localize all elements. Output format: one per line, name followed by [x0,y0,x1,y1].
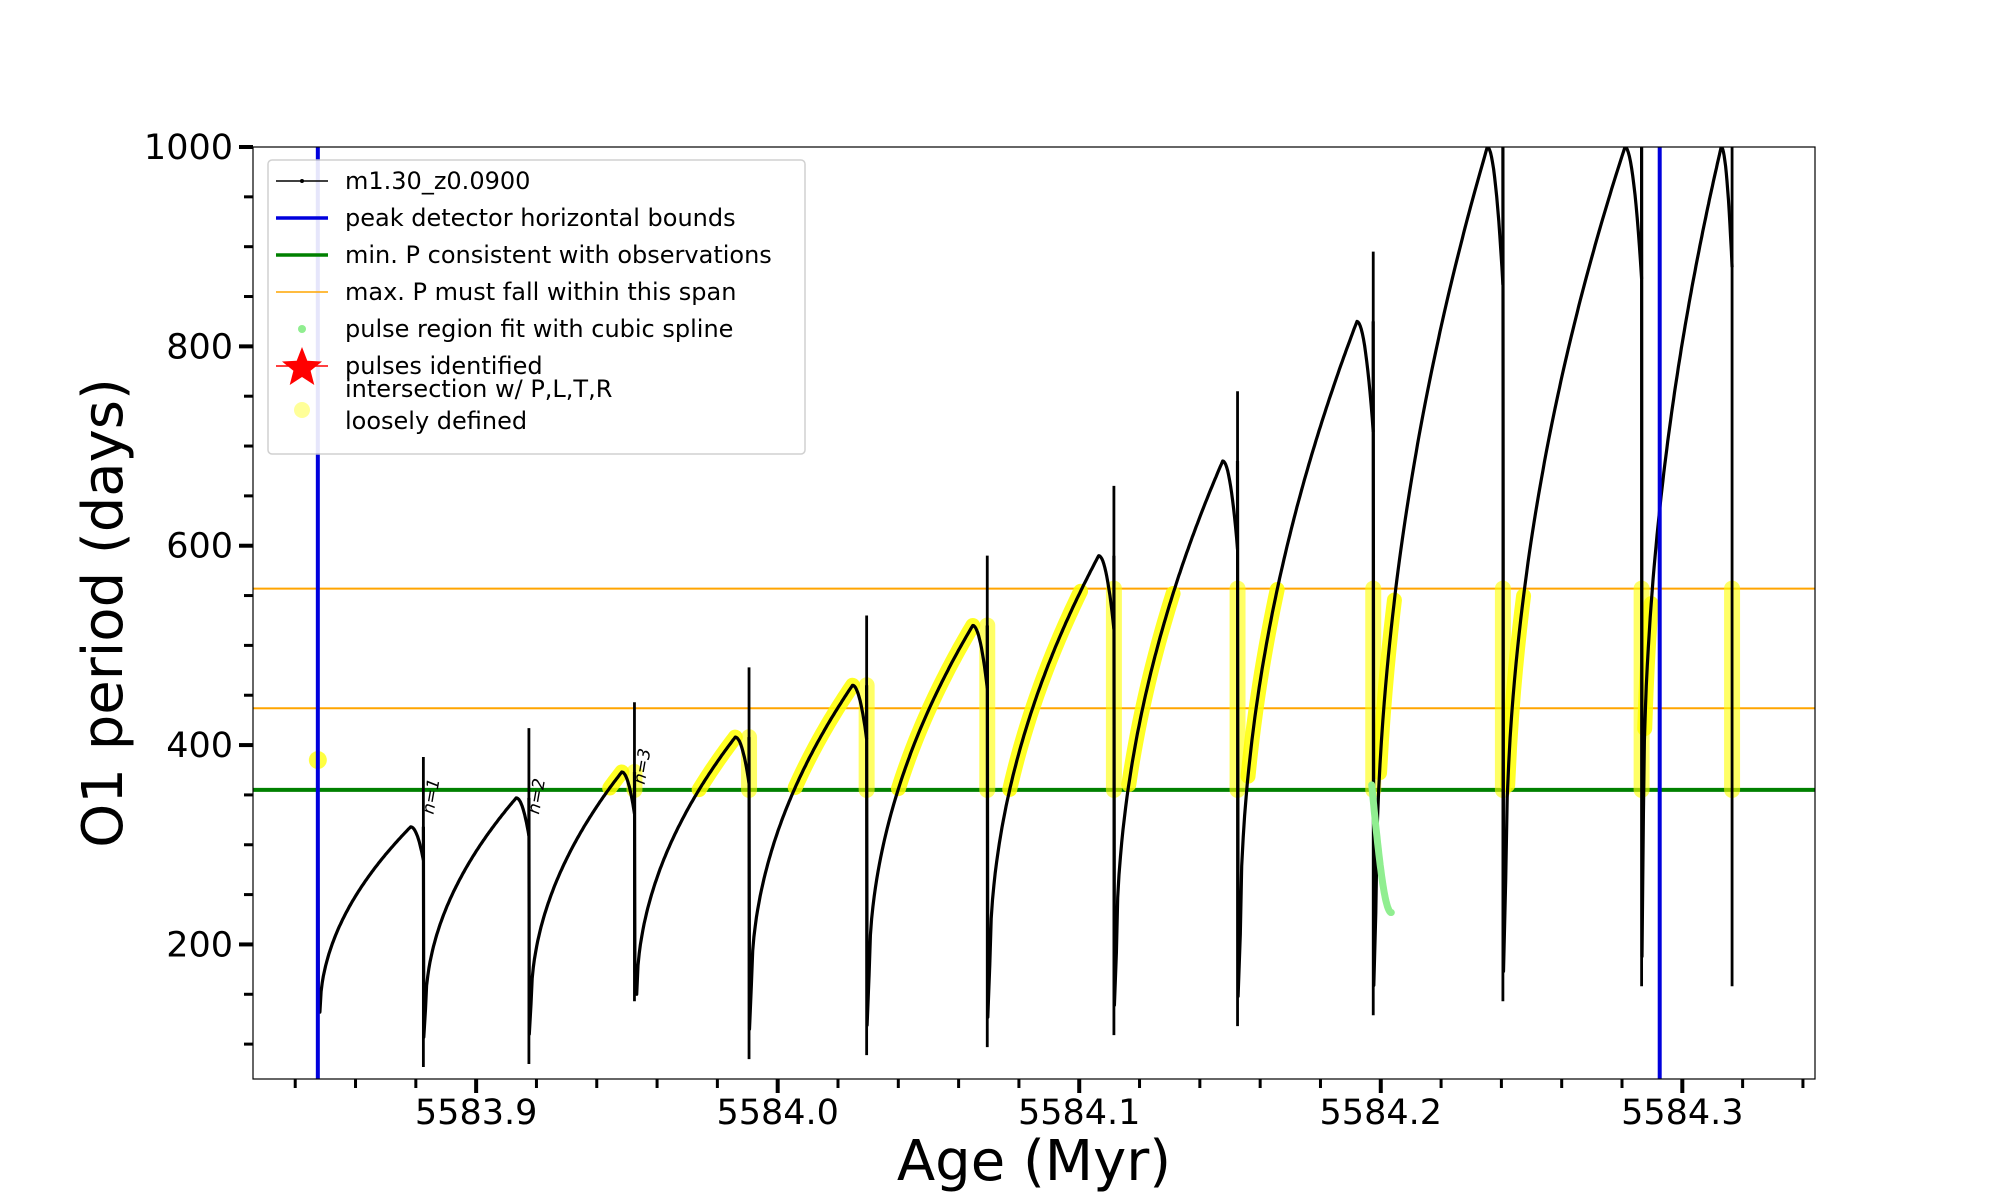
x-axis: 5583.9 5584.0 5584.1 5584.2 5584.3 [293,1079,1805,1133]
x-tick-label: 5584.0 [716,1093,838,1133]
plot-frame [252,146,1816,1080]
legend-entry: max. P must fall within this span [276,278,736,306]
legend-entry: m1.30_z0.0900 [276,167,530,195]
y-tick-label: 600 [166,527,233,567]
track-cycle [1639,147,1734,959]
y-tick-label: 400 [166,726,233,766]
legend-entry: min. P consistent with observations [276,241,772,269]
track-cycle [316,759,425,1014]
legend-label: peak detector horizontal bounds [345,204,736,232]
legend-dot-swatch [298,325,306,333]
spline-fit-region [1368,781,1395,916]
y-axis-title: O1 period (days) [71,378,136,848]
track-cycle [527,770,637,1036]
track-cycle [985,554,1116,1019]
legend-label: pulse region fit with cubic spline [345,315,733,343]
y-tick-label: 1000 [144,128,233,168]
y-tick-label: 800 [166,327,233,367]
legend-label: intersection w/ P,L,T,R [345,375,612,403]
legend-entry: pulse region fit with cubic spline [298,315,733,343]
x-tick-label: 5584.2 [1320,1093,1442,1133]
legend-dot-swatch [294,402,310,418]
track-m1.30-z0.0900 [316,147,1734,1068]
legend-box [267,159,806,455]
track-cycle [421,796,531,1039]
legend-label: m1.30_z0.0900 [345,167,530,195]
track-cycle [747,683,869,1031]
plot-clip-group: n=1 n=2n=3 [253,147,1815,1079]
track-cycle [1371,147,1505,987]
legend-star-icon [282,347,322,385]
legend-entry: pulses identified [276,347,543,385]
legend-label: max. P must fall within this span [345,278,736,306]
track-cycle [864,623,989,1027]
track-cycle [1112,459,1240,1007]
legend-label: min. P consistent with observations [345,241,772,269]
track-cycle [632,735,751,996]
plot-area: n=1 n=2n=3 [253,147,1815,1079]
x-tick-label: 5584.1 [1018,1093,1140,1133]
legend-marker-swatch [300,179,304,183]
legend-label-line2: loosely defined [345,407,527,435]
legend-label: pulses identified [345,352,543,380]
y-axis: 200 400 600 800 1000 [144,128,253,1046]
track-cycle [1235,319,1375,998]
track-cycle [1501,147,1644,973]
y-tick-label: 200 [166,925,233,965]
x-axis-title: Age (Myr) [897,1129,1171,1194]
x-tick-label: 5584.3 [1621,1093,1743,1133]
legend-entry: intersection w/ P,L,T,R loosely defined [294,375,612,435]
legend-entry: peak detector horizontal bounds [276,204,736,232]
x-tick-label: 5583.9 [415,1093,537,1133]
